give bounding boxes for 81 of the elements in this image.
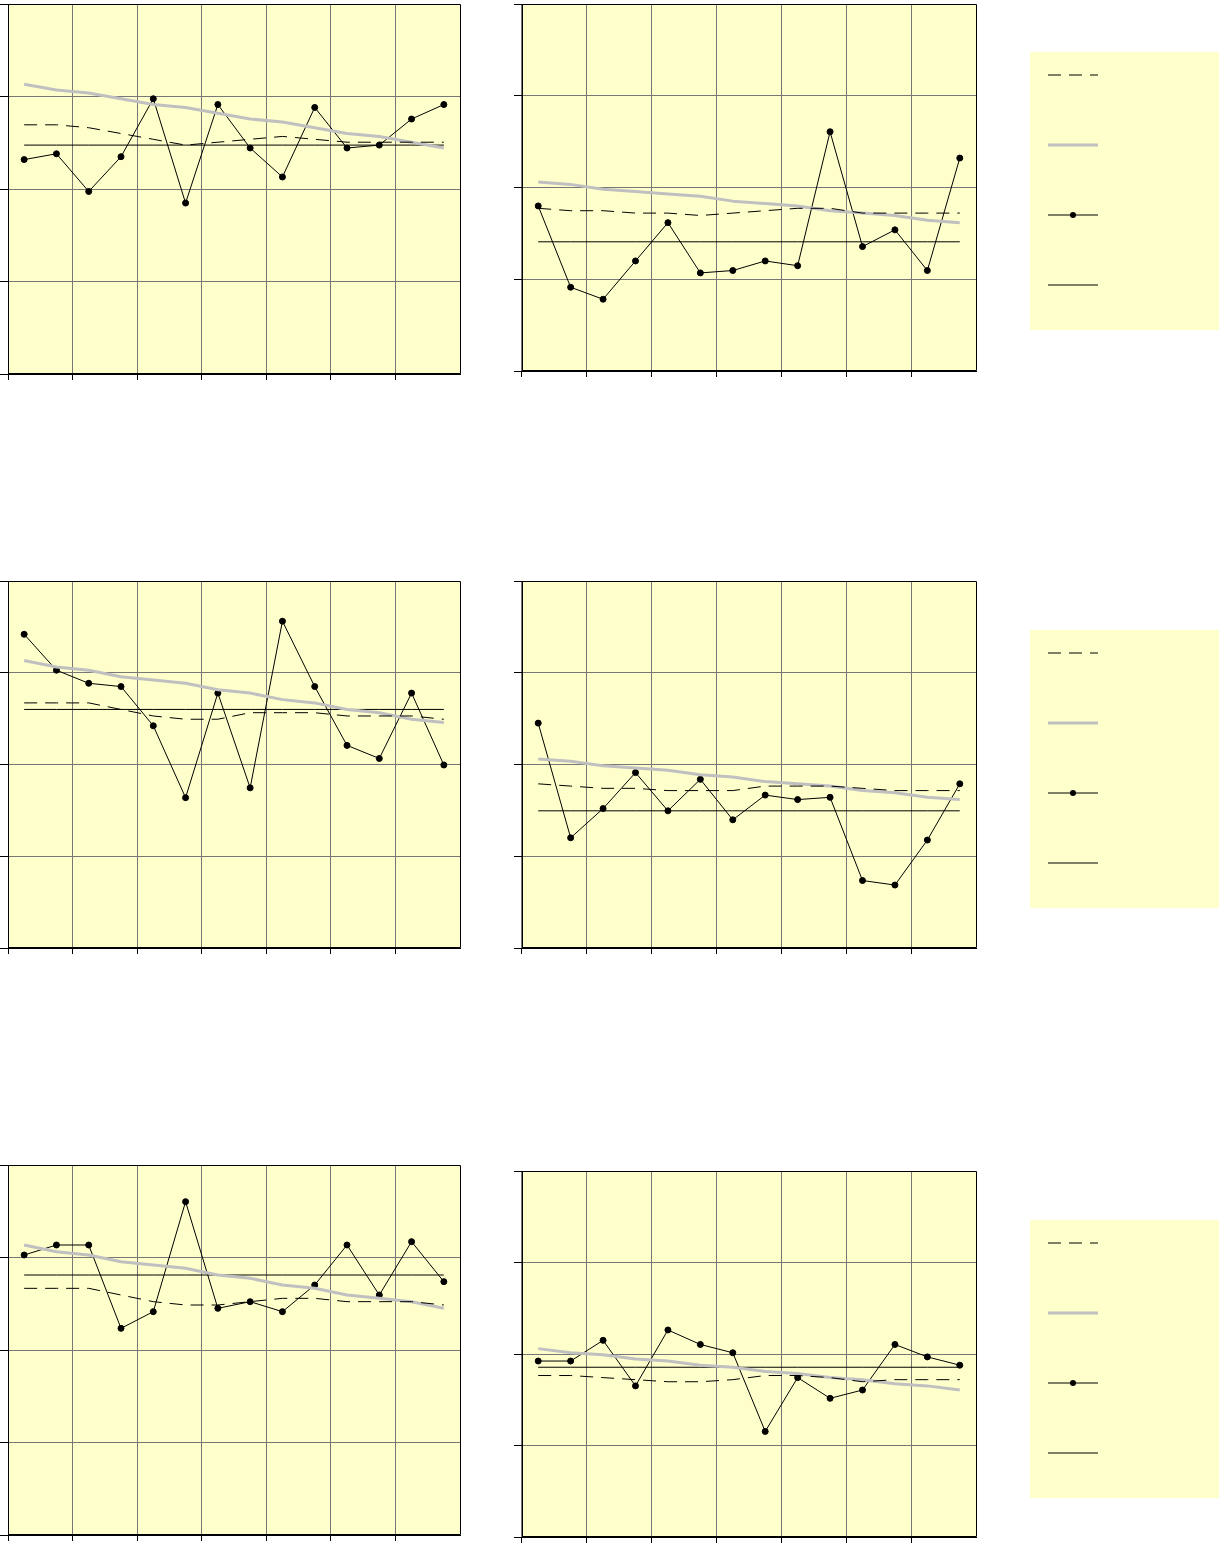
point: [311, 1281, 319, 1289]
point: [923, 1353, 931, 1361]
point: [632, 1382, 639, 1390]
point: [826, 1394, 834, 1402]
point: [664, 1326, 672, 1334]
point: [246, 784, 254, 792]
point: [599, 805, 607, 813]
point: [891, 1340, 899, 1348]
point: [182, 1198, 190, 1206]
point: [534, 719, 542, 727]
point: [440, 101, 448, 109]
point: [826, 128, 834, 136]
point: [214, 101, 222, 109]
point: [52, 150, 60, 158]
point: [599, 295, 607, 303]
point: [246, 144, 254, 152]
point: [440, 1278, 448, 1286]
point: [20, 630, 28, 638]
point: [408, 1238, 416, 1246]
point: [375, 754, 383, 762]
point: [375, 141, 383, 149]
point: [408, 115, 416, 123]
point: [85, 1241, 93, 1249]
point: [923, 267, 931, 275]
point: [794, 262, 802, 270]
point: [311, 683, 319, 691]
point: [599, 1336, 607, 1344]
point: [891, 226, 899, 234]
point: [214, 689, 222, 697]
point: [278, 1308, 286, 1316]
point: [440, 761, 448, 769]
point: [85, 187, 93, 195]
point: [664, 807, 672, 815]
point: [567, 283, 575, 291]
point: [278, 173, 286, 181]
point: [956, 154, 964, 162]
point: [696, 1340, 704, 1348]
point: [343, 741, 351, 749]
point: [214, 1304, 222, 1312]
point: [859, 1386, 866, 1394]
point: [761, 257, 769, 265]
point: [534, 202, 542, 210]
point: [20, 1251, 28, 1259]
point: [149, 95, 157, 103]
point: [859, 877, 866, 885]
point: [826, 793, 834, 801]
point: [117, 153, 125, 161]
point: [117, 683, 125, 691]
point: [311, 103, 319, 111]
point: [117, 1324, 125, 1332]
point: [182, 794, 190, 802]
point: [149, 722, 157, 730]
point: [567, 1357, 575, 1365]
point: [20, 156, 28, 164]
point: [408, 689, 416, 697]
point: [664, 219, 672, 227]
point: [343, 1241, 351, 1249]
point: [246, 1298, 254, 1306]
point: [729, 1349, 737, 1357]
point: [149, 1308, 157, 1316]
point: [278, 617, 286, 625]
point: [729, 816, 737, 824]
point: [696, 775, 704, 783]
point: [761, 1427, 769, 1435]
point: [534, 1357, 542, 1365]
point: [632, 257, 639, 265]
point: [956, 780, 964, 788]
point: [182, 199, 190, 207]
point: [956, 1361, 964, 1369]
point: [761, 791, 769, 799]
point: [52, 1241, 60, 1249]
point: [632, 769, 639, 777]
point: [794, 796, 802, 804]
point: [923, 836, 931, 844]
point: [85, 679, 93, 687]
point: [696, 269, 704, 277]
point: [567, 834, 575, 842]
point: [343, 144, 351, 152]
point: [729, 267, 737, 275]
point: [891, 881, 899, 889]
point: [859, 243, 866, 251]
